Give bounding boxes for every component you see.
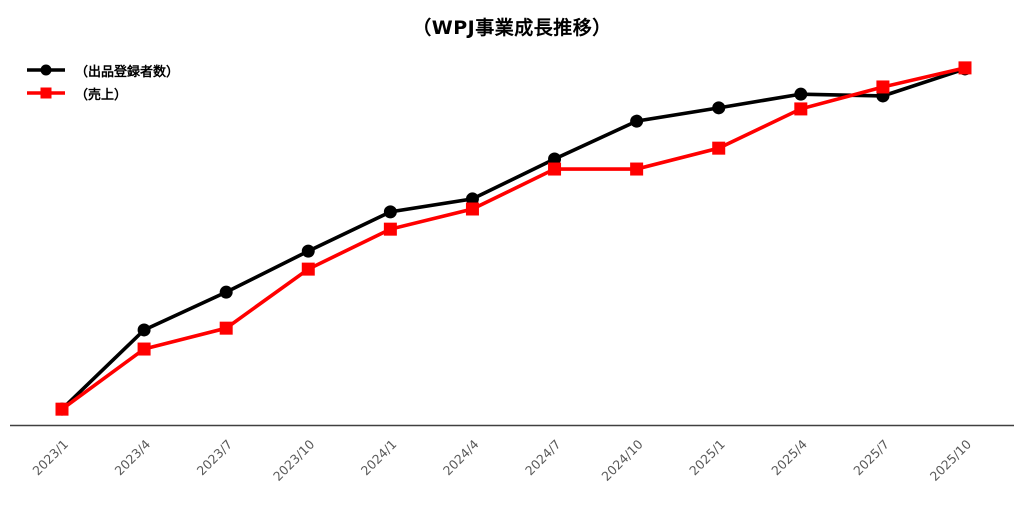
data-point-sellers [548, 152, 562, 166]
x-tick-label: 2023/1 [29, 437, 71, 479]
legend-label-sellers: （出品登録者数） [75, 64, 180, 80]
data-point-sales [55, 402, 69, 416]
x-axis-tick-labels: 2023/1 2023/4 2023/7 2023/10 2024/1 2024/4 202… [29, 436, 974, 483]
chart-legend: （出品登録者数） （売上） [25, 59, 179, 104]
chart-title: （WPJ事業成長推移） [412, 17, 612, 39]
series-line-sellers [60, 67, 966, 411]
legend-item-sellers: （出品登録者数） [25, 59, 179, 81]
series-layer [55, 61, 972, 416]
legend-item-sales: （売上） [25, 82, 179, 104]
x-tick-label: 2025/10 [927, 436, 974, 483]
data-point-sales [548, 162, 562, 176]
data-point-sellers [465, 192, 479, 206]
data-point-sales [630, 162, 644, 176]
x-tick-label: 2025/1 [686, 437, 728, 479]
x-tick-label: 2024/4 [440, 436, 482, 478]
data-point-sellers [794, 87, 808, 101]
data-point-sales [794, 102, 808, 116]
data-point-sales [219, 321, 233, 335]
legend-label-sales: （売上） [75, 87, 128, 103]
series-line-sales [60, 66, 966, 411]
data-point-sales [301, 262, 315, 276]
data-point-sales [383, 222, 397, 236]
data-point-sellers [219, 285, 233, 299]
data-point-sales [465, 202, 479, 216]
data-point-sales [958, 61, 972, 75]
x-tick-label: 2024/1 [358, 437, 400, 479]
x-tick-label: 2023/7 [194, 437, 236, 479]
data-point-sellers [630, 114, 644, 128]
x-tick-label: 2024/10 [598, 436, 645, 483]
data-point-sellers [383, 205, 397, 219]
data-point-sales [712, 141, 726, 155]
data-point-sellers [137, 323, 151, 337]
data-point-sellers [712, 101, 726, 115]
data-point-sales [876, 80, 890, 94]
x-tick-label: 2023/10 [270, 436, 317, 483]
x-tick-label: 2025/7 [850, 437, 892, 479]
x-tick-label: 2025/4 [768, 436, 810, 478]
data-point-sellers [301, 244, 315, 258]
x-tick-label: 2023/4 [112, 436, 154, 478]
legend-marker-square-icon [27, 87, 65, 99]
x-tick-label: 2024/7 [522, 437, 564, 479]
data-point-sales [137, 342, 151, 356]
legend-marker-circle-icon [27, 64, 65, 76]
